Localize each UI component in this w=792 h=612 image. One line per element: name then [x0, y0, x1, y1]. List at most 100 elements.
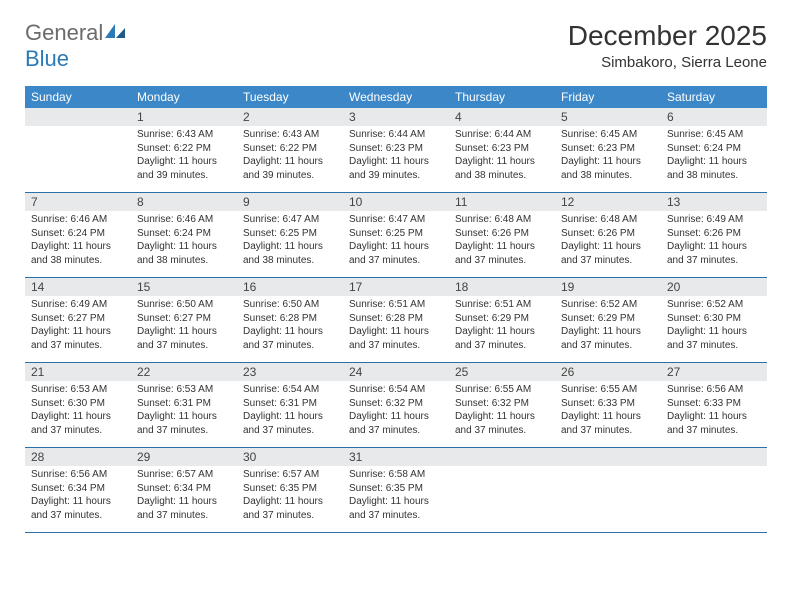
day-body: Sunrise: 6:48 AMSunset: 6:26 PMDaylight:…	[555, 211, 661, 271]
day-info-line: Daylight: 11 hours and 37 minutes.	[137, 325, 231, 352]
day-number	[555, 448, 661, 466]
day-number: 14	[25, 278, 131, 296]
dow-sunday: Sunday	[25, 86, 131, 108]
day-info-line: Sunset: 6:27 PM	[137, 312, 231, 326]
day-info-line: Sunset: 6:25 PM	[243, 227, 337, 241]
day-body: Sunrise: 6:57 AMSunset: 6:34 PMDaylight:…	[131, 466, 237, 526]
day-number: 23	[237, 363, 343, 381]
sail-icon	[103, 22, 127, 40]
day-cell: 28Sunrise: 6:56 AMSunset: 6:34 PMDayligh…	[25, 448, 131, 533]
day-number: 4	[449, 108, 555, 126]
day-info-line: Sunset: 6:24 PM	[31, 227, 125, 241]
day-info-line: Sunrise: 6:44 AM	[455, 128, 549, 142]
day-body: Sunrise: 6:45 AMSunset: 6:24 PMDaylight:…	[661, 126, 767, 186]
day-info-line: Daylight: 11 hours and 37 minutes.	[455, 325, 549, 352]
day-body: Sunrise: 6:43 AMSunset: 6:22 PMDaylight:…	[131, 126, 237, 186]
day-info-line: Sunset: 6:28 PM	[243, 312, 337, 326]
day-body: Sunrise: 6:45 AMSunset: 6:23 PMDaylight:…	[555, 126, 661, 186]
day-info-line: Daylight: 11 hours and 37 minutes.	[561, 325, 655, 352]
header: General Blue December 2025 Simbakoro, Si…	[25, 20, 767, 72]
day-info-line: Sunrise: 6:45 AM	[561, 128, 655, 142]
day-number: 17	[343, 278, 449, 296]
day-number: 6	[661, 108, 767, 126]
day-cell: 4Sunrise: 6:44 AMSunset: 6:23 PMDaylight…	[449, 108, 555, 193]
days-of-week-row: Sunday Monday Tuesday Wednesday Thursday…	[25, 86, 767, 108]
dow-monday: Monday	[131, 86, 237, 108]
dow-tuesday: Tuesday	[237, 86, 343, 108]
day-number: 8	[131, 193, 237, 211]
day-body	[661, 466, 767, 472]
day-info-line: Sunrise: 6:55 AM	[561, 383, 655, 397]
day-info-line: Sunset: 6:26 PM	[455, 227, 549, 241]
day-number: 25	[449, 363, 555, 381]
day-info-line: Sunset: 6:26 PM	[667, 227, 761, 241]
day-cell: 1Sunrise: 6:43 AMSunset: 6:22 PMDaylight…	[131, 108, 237, 193]
day-info-line: Sunset: 6:35 PM	[349, 482, 443, 496]
day-cell: 19Sunrise: 6:52 AMSunset: 6:29 PMDayligh…	[555, 278, 661, 363]
dow-saturday: Saturday	[661, 86, 767, 108]
day-info-line: Sunrise: 6:43 AM	[243, 128, 337, 142]
day-body: Sunrise: 6:44 AMSunset: 6:23 PMDaylight:…	[343, 126, 449, 186]
month-title: December 2025	[568, 20, 767, 52]
week-row: 28Sunrise: 6:56 AMSunset: 6:34 PMDayligh…	[25, 448, 767, 533]
day-info-line: Sunset: 6:32 PM	[349, 397, 443, 411]
day-body	[449, 466, 555, 472]
day-number: 30	[237, 448, 343, 466]
day-info-line: Sunset: 6:34 PM	[137, 482, 231, 496]
day-cell: 13Sunrise: 6:49 AMSunset: 6:26 PMDayligh…	[661, 193, 767, 278]
day-body: Sunrise: 6:47 AMSunset: 6:25 PMDaylight:…	[343, 211, 449, 271]
dow-thursday: Thursday	[449, 86, 555, 108]
day-info-line: Daylight: 11 hours and 37 minutes.	[31, 495, 125, 522]
day-info-line: Daylight: 11 hours and 37 minutes.	[667, 325, 761, 352]
day-number: 26	[555, 363, 661, 381]
day-cell: 15Sunrise: 6:50 AMSunset: 6:27 PMDayligh…	[131, 278, 237, 363]
day-info-line: Sunrise: 6:58 AM	[349, 468, 443, 482]
day-body: Sunrise: 6:52 AMSunset: 6:29 PMDaylight:…	[555, 296, 661, 356]
day-number: 22	[131, 363, 237, 381]
day-info-line: Daylight: 11 hours and 37 minutes.	[349, 495, 443, 522]
day-info-line: Sunset: 6:29 PM	[455, 312, 549, 326]
day-number: 13	[661, 193, 767, 211]
day-cell: 6Sunrise: 6:45 AMSunset: 6:24 PMDaylight…	[661, 108, 767, 193]
day-number: 5	[555, 108, 661, 126]
day-cell: 16Sunrise: 6:50 AMSunset: 6:28 PMDayligh…	[237, 278, 343, 363]
day-cell	[449, 448, 555, 533]
week-row: 1Sunrise: 6:43 AMSunset: 6:22 PMDaylight…	[25, 108, 767, 193]
day-info-line: Sunrise: 6:53 AM	[137, 383, 231, 397]
day-info-line: Sunset: 6:29 PM	[561, 312, 655, 326]
day-cell: 17Sunrise: 6:51 AMSunset: 6:28 PMDayligh…	[343, 278, 449, 363]
day-number: 19	[555, 278, 661, 296]
day-cell: 18Sunrise: 6:51 AMSunset: 6:29 PMDayligh…	[449, 278, 555, 363]
day-info-line: Sunset: 6:24 PM	[137, 227, 231, 241]
day-cell: 21Sunrise: 6:53 AMSunset: 6:30 PMDayligh…	[25, 363, 131, 448]
day-body: Sunrise: 6:51 AMSunset: 6:29 PMDaylight:…	[449, 296, 555, 356]
calendar-table: Sunday Monday Tuesday Wednesday Thursday…	[25, 86, 767, 533]
day-info-line: Sunrise: 6:54 AM	[349, 383, 443, 397]
day-cell: 27Sunrise: 6:56 AMSunset: 6:33 PMDayligh…	[661, 363, 767, 448]
day-body: Sunrise: 6:53 AMSunset: 6:31 PMDaylight:…	[131, 381, 237, 441]
day-body: Sunrise: 6:46 AMSunset: 6:24 PMDaylight:…	[25, 211, 131, 271]
day-body: Sunrise: 6:50 AMSunset: 6:28 PMDaylight:…	[237, 296, 343, 356]
day-info-line: Sunrise: 6:56 AM	[667, 383, 761, 397]
day-number	[661, 448, 767, 466]
day-info-line: Sunset: 6:30 PM	[31, 397, 125, 411]
day-number: 9	[237, 193, 343, 211]
day-info-line: Sunrise: 6:46 AM	[137, 213, 231, 227]
day-info-line: Daylight: 11 hours and 38 minutes.	[667, 155, 761, 182]
day-cell	[25, 108, 131, 193]
brand-word2: Blue	[25, 46, 69, 71]
day-info-line: Sunrise: 6:47 AM	[243, 213, 337, 227]
day-info-line: Sunrise: 6:50 AM	[137, 298, 231, 312]
day-cell: 10Sunrise: 6:47 AMSunset: 6:25 PMDayligh…	[343, 193, 449, 278]
day-info-line: Daylight: 11 hours and 37 minutes.	[349, 240, 443, 267]
dow-friday: Friday	[555, 86, 661, 108]
day-cell: 8Sunrise: 6:46 AMSunset: 6:24 PMDaylight…	[131, 193, 237, 278]
day-body: Sunrise: 6:56 AMSunset: 6:34 PMDaylight:…	[25, 466, 131, 526]
calendar-body: 1Sunrise: 6:43 AMSunset: 6:22 PMDaylight…	[25, 108, 767, 533]
day-body: Sunrise: 6:58 AMSunset: 6:35 PMDaylight:…	[343, 466, 449, 526]
day-cell: 31Sunrise: 6:58 AMSunset: 6:35 PMDayligh…	[343, 448, 449, 533]
day-info-line: Sunset: 6:22 PM	[243, 142, 337, 156]
day-info-line: Daylight: 11 hours and 38 minutes.	[243, 240, 337, 267]
day-body: Sunrise: 6:47 AMSunset: 6:25 PMDaylight:…	[237, 211, 343, 271]
day-number: 31	[343, 448, 449, 466]
